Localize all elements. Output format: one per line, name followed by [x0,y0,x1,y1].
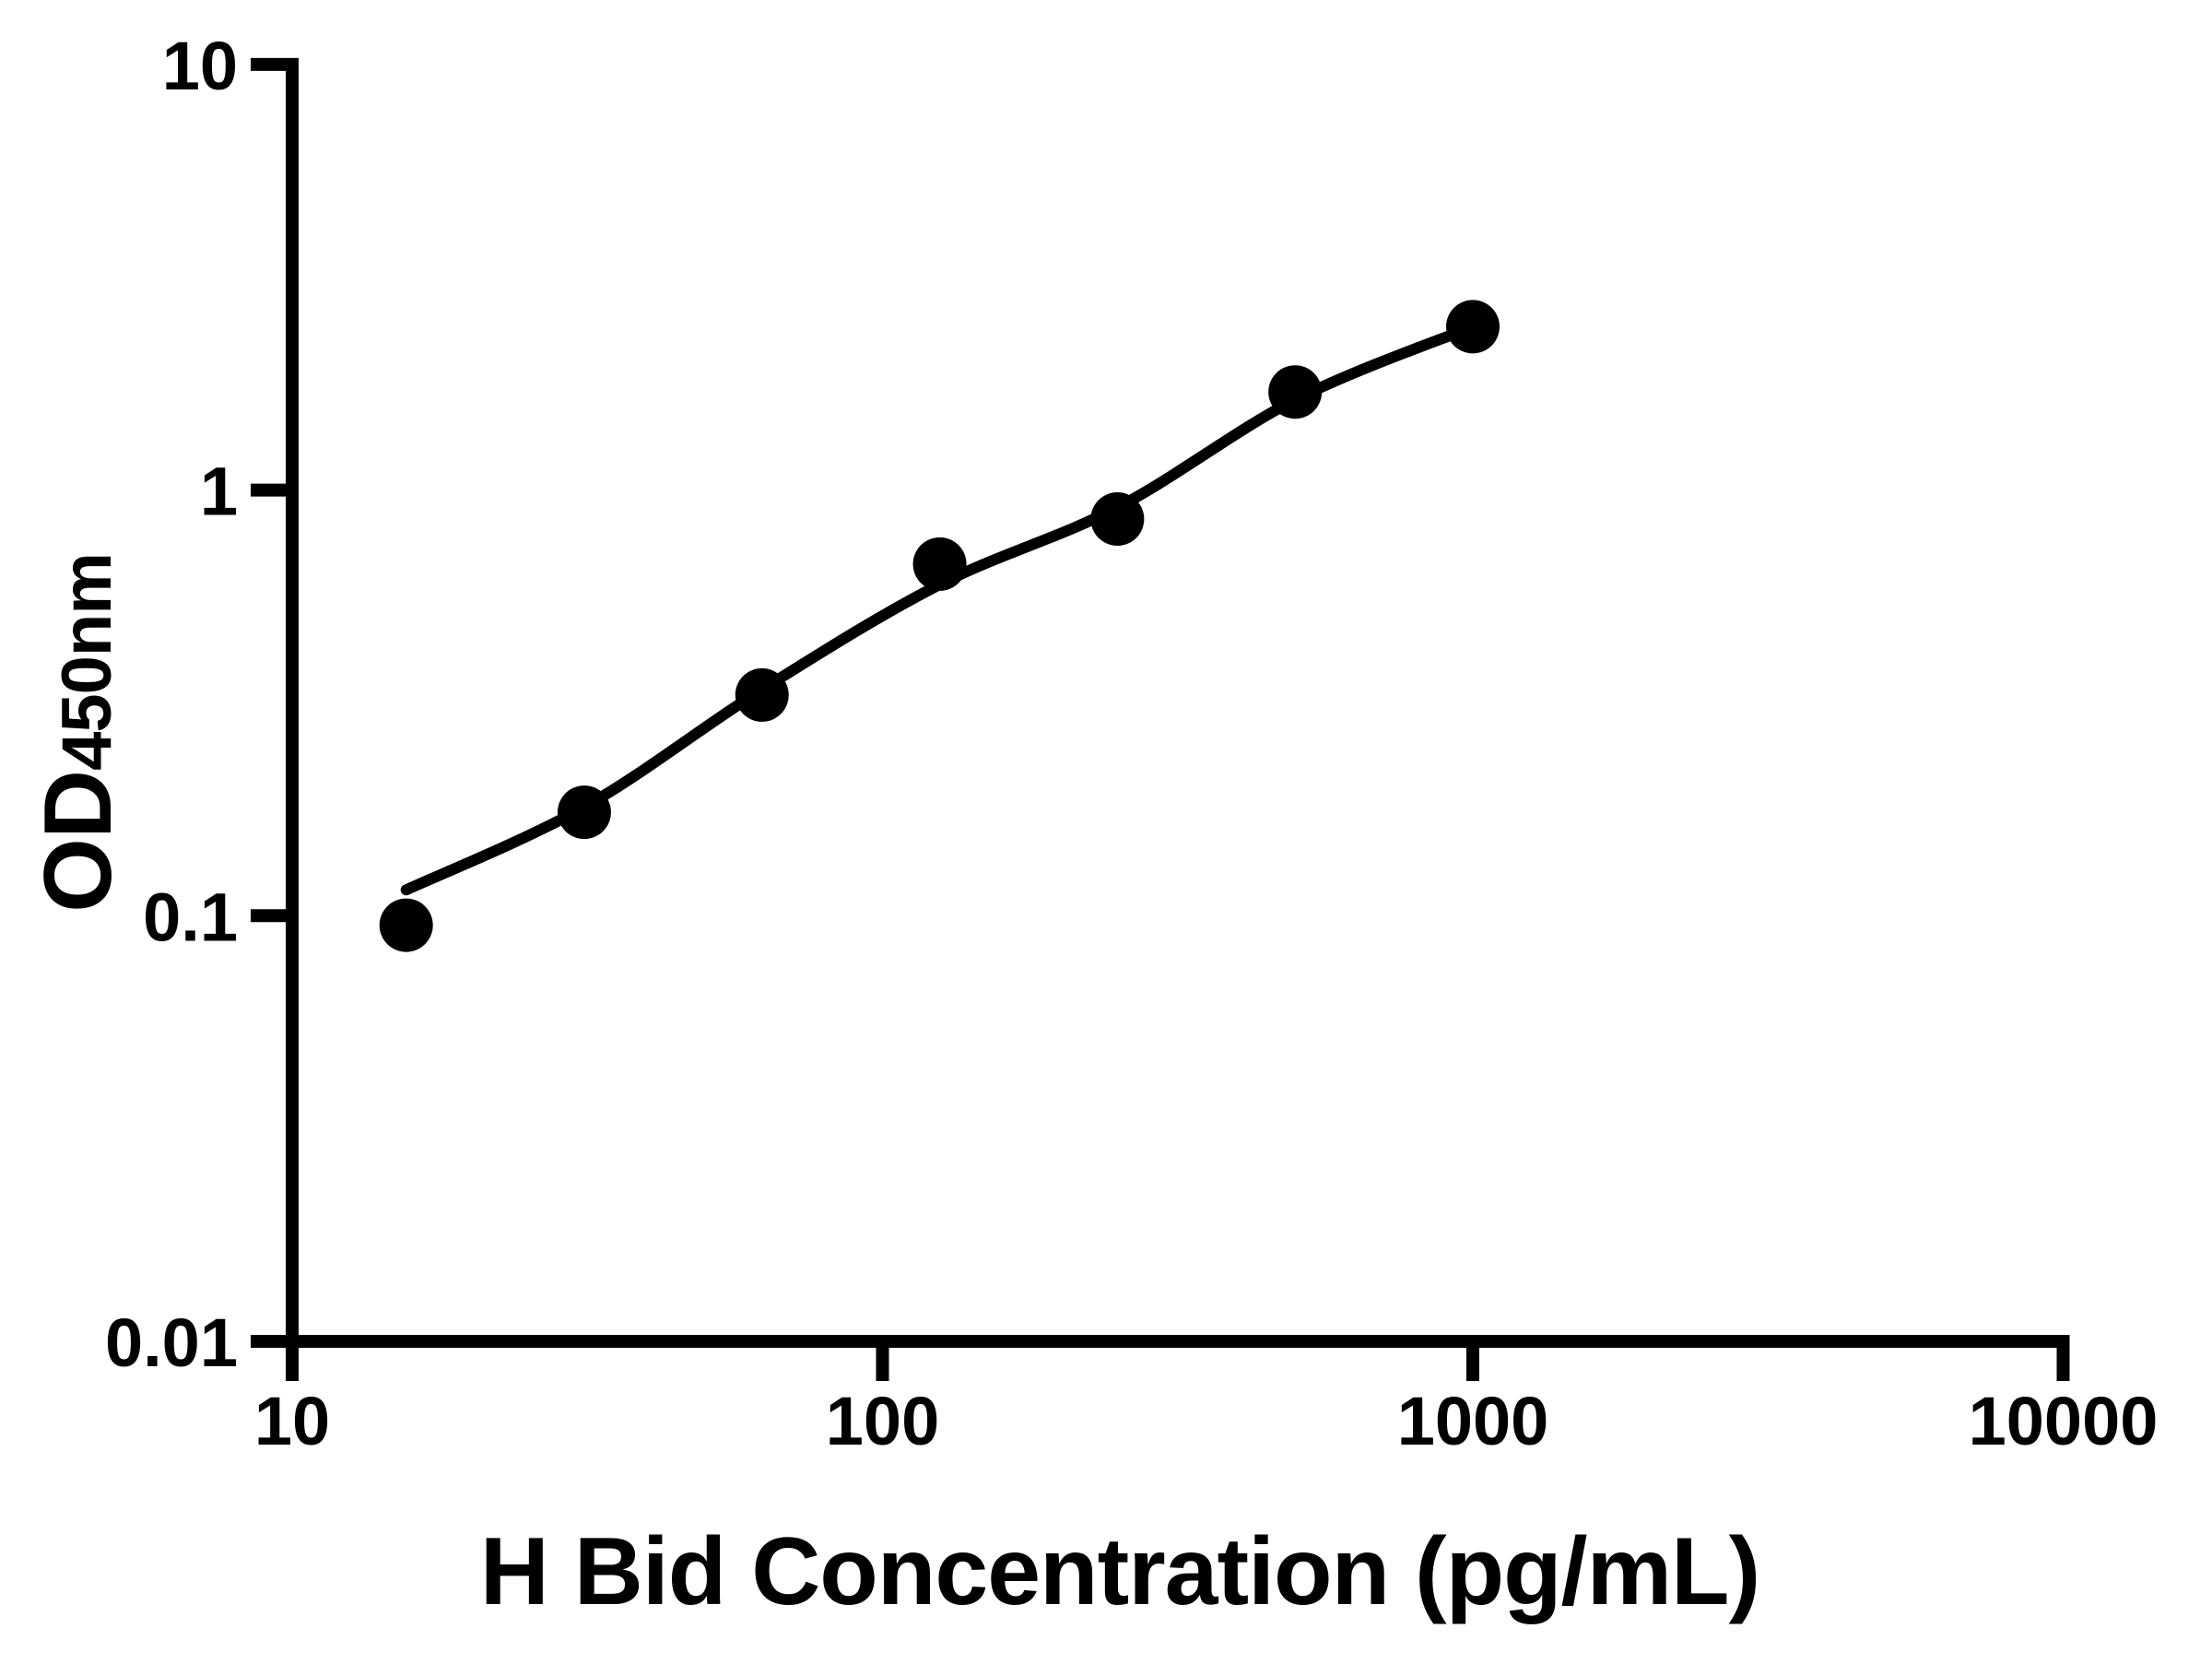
y-axis-title-sub: 450nm [48,553,126,771]
x-tick-label: 100 [826,1383,939,1459]
data-point [1446,300,1500,354]
data-point [735,667,789,722]
y-tick-label: 10 [162,28,238,104]
data-point [557,785,611,840]
y-axis-title-main: OD [25,771,132,913]
data-point [1268,365,1323,419]
y-tick-label: 0.1 [143,879,238,955]
data-points-group [379,300,1500,952]
x-axis-title: H Bid Concentration (pg/mL) [480,1518,1759,1625]
data-point [912,537,967,591]
x-tick-label: 10 [254,1383,330,1459]
y-tick-label: 0.01 [105,1304,238,1381]
y-axis-ticks: 10 1 0.1 0.01 [105,28,299,1381]
y-tick-label: 1 [200,454,238,530]
data-point [1090,492,1145,547]
x-tick-label: 1000 [1397,1383,1549,1459]
x-axis-ticks: 10 100 1000 10000 [254,1335,2159,1459]
data-point [379,898,433,952]
y-axis-title: OD450nm [25,553,132,913]
x-tick-label: 10000 [1969,1383,2159,1459]
